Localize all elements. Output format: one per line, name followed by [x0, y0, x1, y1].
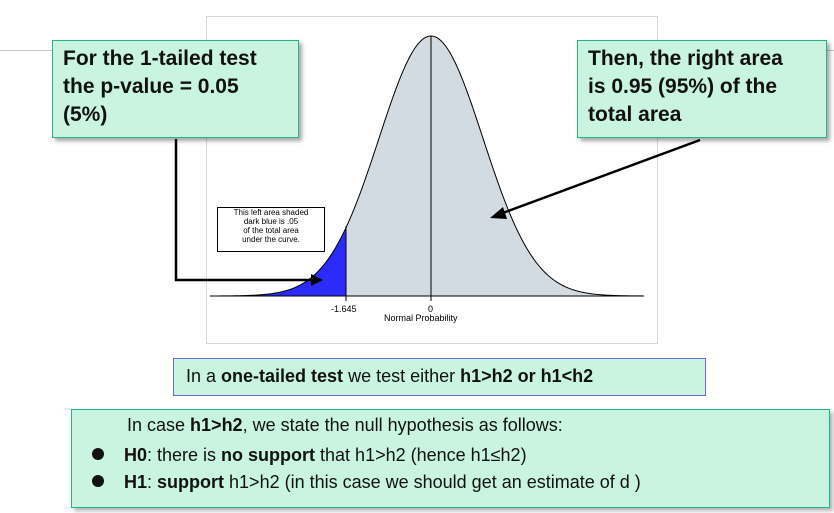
h1-text-2: h1>h2 (in this case we should get an est…	[224, 472, 641, 492]
one-tailed-middle: we test either	[343, 366, 461, 386]
tick-label-left: -1.645	[331, 304, 357, 314]
tick-label-center: 0	[428, 304, 434, 314]
right-callout-arrow-shaft	[499, 138, 701, 216]
right-body-area	[346, 36, 644, 296]
note-line-2: dark blue is .05	[243, 217, 299, 226]
h1-text-1: :	[147, 472, 158, 492]
right-callout-line-2: is 0.95 (95%) of the	[588, 75, 778, 98]
right-callout-line-1: Then, the right area	[588, 47, 783, 70]
h1-bold: support	[157, 472, 225, 492]
left-callout-box: For the 1-tailed test the p-value = 0.05…	[52, 40, 299, 138]
right-callout-arrowhead	[490, 207, 507, 219]
h0-bold: no support	[221, 445, 316, 465]
one-tailed-cases: h1>h2 or h1<h2	[460, 366, 594, 386]
right-callout-box: Then, the right area is 0.95 (95%) of th…	[577, 40, 827, 138]
one-tailed-term: one-tailed test	[221, 366, 344, 386]
note-line-4: under the curve.	[242, 235, 300, 244]
one-tailed-test-box: In a one-tailed test we test either h1>h…	[173, 358, 706, 396]
left-callout-line-2: the p-value = 0.05	[63, 75, 239, 98]
bullet-icon	[92, 448, 104, 461]
tail-area-note: This left area shaded dark blue is .05 o…	[217, 207, 325, 252]
intro-prefix: In case	[127, 415, 191, 435]
h1-line: H1: support h1>h2 (in this case we shoul…	[92, 472, 641, 493]
h0-line: H0: there is no support that h1>h2 (henc…	[92, 445, 527, 466]
right-callout-line-3: total area	[588, 103, 682, 126]
h0-label: H0	[124, 445, 148, 465]
one-tailed-prefix: In a	[186, 366, 222, 386]
intro-case: h1>h2	[190, 415, 243, 435]
left-callout-line-1: For the 1-tailed test	[63, 47, 257, 70]
intro-suffix: , we state the null hypothesis as follow…	[242, 415, 563, 435]
x-axis-label: Normal Probability	[384, 313, 458, 323]
bullet-icon	[92, 475, 104, 488]
h1-label: H1	[124, 472, 148, 492]
note-line-1: This left area shaded	[233, 208, 309, 217]
normal-curve	[215, 35, 644, 297]
left-callout-line-3: (5%)	[63, 103, 108, 126]
hypotheses-box: In case h1>h2, we state the null hypothe…	[71, 409, 830, 508]
left-callout-connector	[174, 139, 315, 282]
h0-text-1: : there is	[147, 445, 222, 465]
h0-text-2: that h1>h2 (hence h1≤h2)	[315, 445, 527, 465]
hypotheses-intro: In case h1>h2, we state the null hypothe…	[127, 415, 563, 436]
note-line-3: of the total area	[243, 226, 299, 235]
left-connector-arrowhead	[311, 274, 323, 286]
